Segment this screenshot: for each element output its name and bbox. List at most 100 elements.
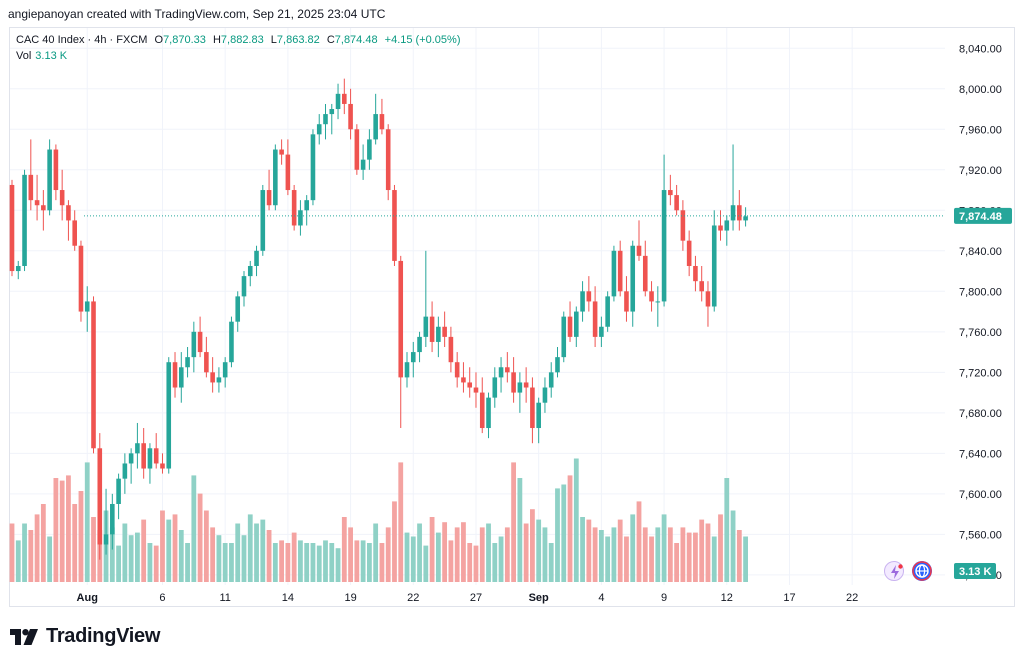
- candle-body: [486, 397, 491, 429]
- candle-body: [442, 326, 447, 337]
- volume-bar: [642, 527, 648, 582]
- candle-body: [172, 362, 178, 388]
- volume-bar: [141, 519, 147, 582]
- volume-bar: [279, 540, 285, 582]
- volume-bar: [72, 504, 78, 582]
- volume-bar: [486, 523, 491, 582]
- volume-bar: [711, 536, 717, 582]
- volume-bar: [586, 519, 592, 582]
- chart-legend: CAC 40 Index · 4h · FXCM O7,870.33 H7,88…: [16, 33, 461, 64]
- volume-bar: [429, 517, 435, 582]
- volume-bar: [630, 514, 636, 582]
- candle-body: [705, 291, 711, 307]
- candle-body: [711, 225, 717, 307]
- candle-body: [304, 200, 309, 211]
- volume-bar: [555, 488, 560, 582]
- candle-body: [461, 377, 466, 383]
- candle-body: [285, 154, 291, 191]
- legend-close-label: C: [326, 34, 335, 46]
- candle-body: [492, 377, 498, 398]
- volume-bar: [160, 510, 165, 582]
- candle-body: [41, 205, 46, 211]
- volume-bar: [417, 523, 422, 582]
- volume-bar: [404, 532, 410, 582]
- legend-vol-label[interactable]: Vol: [16, 50, 32, 62]
- candle-body: [216, 377, 222, 383]
- candle-body: [166, 362, 172, 469]
- volume-bar: [354, 540, 360, 582]
- volume-bar: [743, 536, 748, 582]
- volume-bar: [128, 535, 134, 582]
- candle-body: [122, 463, 128, 479]
- volume-bar: [291, 532, 297, 582]
- volume-bar: [59, 480, 65, 582]
- volume-bar: [573, 458, 579, 582]
- volume-bar: [166, 519, 172, 582]
- volume-bar: [135, 532, 140, 582]
- candle-body: [661, 190, 667, 302]
- candle-body: [693, 265, 698, 282]
- volume-bar: [611, 527, 617, 582]
- volume-bar: [410, 536, 416, 582]
- volume-bar: [178, 530, 184, 582]
- candle-body: [724, 220, 730, 231]
- volume-bar: [724, 478, 730, 582]
- candle-body: [737, 205, 742, 221]
- last-volume-label: 3.13 K: [959, 566, 991, 578]
- last-price-badge: [954, 207, 1012, 224]
- candle-body: [260, 190, 266, 251]
- candle-body: [718, 225, 723, 231]
- candle-body: [185, 357, 190, 368]
- legend-open-label: O: [154, 34, 164, 46]
- volume-bar: [479, 527, 485, 582]
- y-tick-label: 7,560.00: [959, 529, 1002, 541]
- volume-bar: [680, 527, 686, 582]
- volume-bar: [435, 532, 441, 582]
- candle-body: [649, 291, 654, 302]
- globe-icon[interactable]: [912, 561, 932, 581]
- candle-body: [730, 205, 736, 221]
- candle-body: [467, 382, 473, 388]
- candle-body: [329, 109, 335, 115]
- volume-bar: [323, 540, 328, 582]
- candle-body: [59, 190, 65, 206]
- candle-body: [574, 311, 579, 337]
- candle-body: [316, 124, 322, 135]
- volume-bar: [448, 540, 454, 582]
- volume-bar: [718, 514, 723, 582]
- volume-bar: [366, 543, 372, 582]
- candle-body: [348, 103, 353, 130]
- legend-high-value: 7,882.83: [220, 34, 264, 46]
- volume-bar: [624, 536, 629, 582]
- y-tick-label: 7,640.00: [959, 448, 1002, 460]
- candle-body: [505, 367, 510, 373]
- volume-bar: [22, 523, 27, 582]
- candle-body: [191, 331, 197, 358]
- volume-bar: [492, 543, 498, 582]
- tradingview-logo[interactable]: TradingView: [10, 625, 160, 648]
- candle-body: [147, 448, 153, 469]
- candle-body: [392, 190, 397, 261]
- candle-body: [511, 372, 516, 393]
- volume-bar: [53, 478, 59, 582]
- volume-bar: [580, 517, 585, 582]
- volume-bar: [216, 535, 222, 582]
- candle-body: [592, 301, 598, 337]
- volume-bar: [373, 523, 379, 582]
- lightning-icon[interactable]: [884, 561, 904, 581]
- tradingview-logo-text: TradingView: [46, 625, 161, 647]
- legend-symbol[interactable]: CAC 40 Index · 4h · FXCM: [16, 34, 148, 46]
- volume-bar: [310, 543, 316, 582]
- volume-bar: [392, 501, 397, 582]
- candle-body: [367, 139, 372, 160]
- legend-close-value: 7,874.48: [334, 34, 378, 46]
- volume-bar: [636, 501, 642, 582]
- volume-bar: [15, 540, 21, 582]
- volume-bar: [203, 510, 209, 582]
- candle-body: [498, 367, 504, 378]
- candle-body: [555, 357, 560, 373]
- x-tick-label: Aug: [77, 592, 98, 604]
- volume-bar: [661, 514, 667, 582]
- volume-bar: [730, 510, 736, 582]
